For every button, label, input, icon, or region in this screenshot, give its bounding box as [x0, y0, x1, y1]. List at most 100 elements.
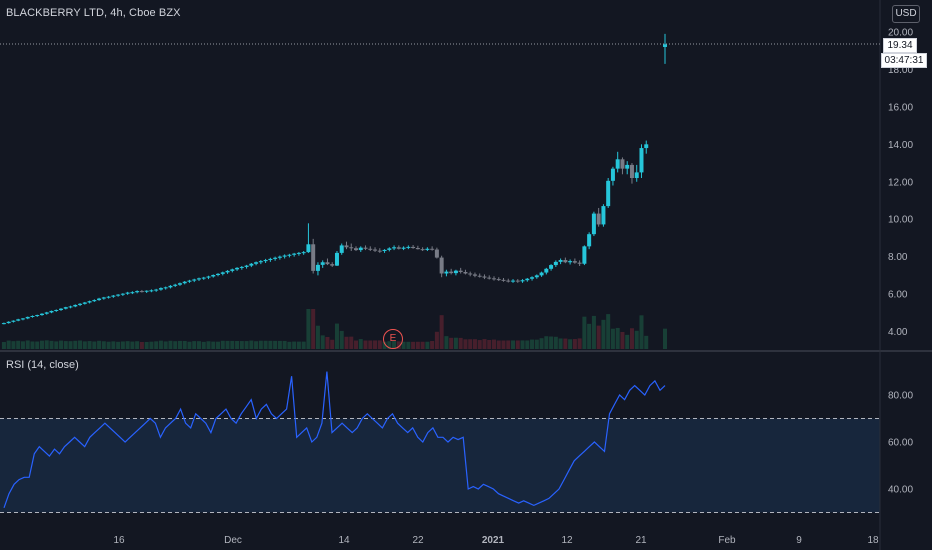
volume-bar [354, 340, 359, 349]
volume-bar [663, 328, 667, 349]
volume-bar [206, 341, 211, 349]
volume-bar [68, 341, 73, 349]
candle-body [330, 264, 335, 266]
volume-bar [591, 315, 596, 349]
candle-body [530, 277, 535, 279]
volume-bar [472, 339, 477, 349]
volume-bar [301, 341, 306, 349]
rsi-band [0, 418, 880, 513]
time-tick-label: Dec [224, 535, 242, 546]
candle-body [196, 278, 201, 280]
candle-body [282, 255, 287, 257]
volume-bar [292, 341, 297, 349]
volume-bar [468, 339, 473, 349]
candle-body [596, 213, 601, 225]
candle-body [568, 261, 573, 263]
time-tick-label: Feb [718, 535, 736, 546]
volume-bar [491, 339, 496, 349]
candle-body [73, 304, 78, 307]
candle-body [501, 279, 506, 281]
candle-body [168, 285, 173, 288]
volume-bar [530, 339, 535, 349]
candle-body [434, 249, 439, 258]
candle-body [472, 274, 477, 276]
candle-body [187, 280, 192, 282]
volume-bar [568, 339, 573, 349]
candle-body [591, 213, 596, 235]
candle-body [644, 144, 649, 149]
volume-bar [639, 315, 644, 349]
candle-body [163, 287, 168, 289]
volume-bar [487, 339, 492, 349]
volume-bar [182, 340, 187, 349]
volume-bar [368, 340, 373, 349]
currency-button[interactable]: USD [892, 5, 920, 23]
volume-bar [596, 325, 601, 349]
volume-bar [230, 340, 235, 349]
candlestick-series [1, 33, 667, 325]
candle-body [387, 248, 392, 250]
volume-bar [273, 340, 278, 349]
candle-body [97, 298, 102, 301]
candle-body [1, 323, 6, 325]
volume-bar [553, 336, 558, 349]
candle-body [239, 266, 244, 268]
volume-bar [330, 339, 335, 349]
volume-bar [106, 341, 111, 349]
earnings-marker[interactable]: E [383, 329, 403, 349]
volume-bar [44, 340, 49, 349]
candle-body [406, 246, 411, 248]
volume-bar [192, 341, 197, 349]
price-axis-ticks: 20.00 18.00 16.00 14.00 12.00 10.00 8.00 6.00 4.… [888, 28, 913, 339]
candle-body [620, 159, 625, 169]
candle-body [539, 272, 544, 276]
candle-body [30, 315, 35, 317]
volume-bar [235, 340, 240, 349]
volume-bar [59, 340, 64, 349]
rsi-title[interactable]: RSI (14, close) [6, 359, 79, 371]
candle-body [158, 288, 163, 290]
candle-body [525, 278, 530, 281]
volume-bar [268, 340, 273, 349]
candle-body [606, 180, 611, 207]
candle-body [368, 248, 373, 250]
candle-body [444, 271, 449, 274]
time-tick-label: 9 [796, 535, 802, 546]
candle-body [111, 295, 116, 297]
symbol-title[interactable]: BLACKBERRY LTD, 4h, Cboe BZX [6, 7, 181, 19]
candle-body [35, 315, 40, 317]
volume-bar [78, 340, 83, 349]
rsi-line [3, 371, 666, 509]
candle-body [601, 206, 606, 225]
candle-body [225, 270, 230, 273]
candle-body [144, 290, 149, 292]
candle-body [411, 246, 416, 249]
time-tick-label: 14 [338, 535, 350, 546]
volume-bar [344, 336, 349, 349]
volume-bar [406, 341, 411, 349]
volume-bar [629, 328, 634, 349]
volume-bar [549, 336, 554, 349]
candle-body [320, 262, 325, 265]
price-tick-label: 10.00 [888, 215, 913, 226]
candle-body [572, 261, 577, 263]
candle-body [254, 262, 259, 264]
candle-body [358, 247, 363, 251]
volume-bar [496, 340, 501, 349]
time-tick-label: 18 [867, 535, 879, 546]
candle-body [563, 260, 568, 263]
volume-bar [425, 341, 430, 349]
candle-body [216, 273, 221, 275]
candle-body [130, 292, 135, 294]
candle-body [292, 253, 297, 255]
candle-body [439, 257, 444, 274]
candle-body [491, 278, 496, 280]
time-tick-label: 12 [561, 535, 573, 546]
candle-body [558, 260, 563, 262]
time-tick-label: 22 [412, 535, 424, 546]
volume-bar [82, 341, 87, 349]
candle-body [235, 267, 240, 270]
candle-body [463, 271, 468, 274]
candle-body [344, 245, 349, 248]
